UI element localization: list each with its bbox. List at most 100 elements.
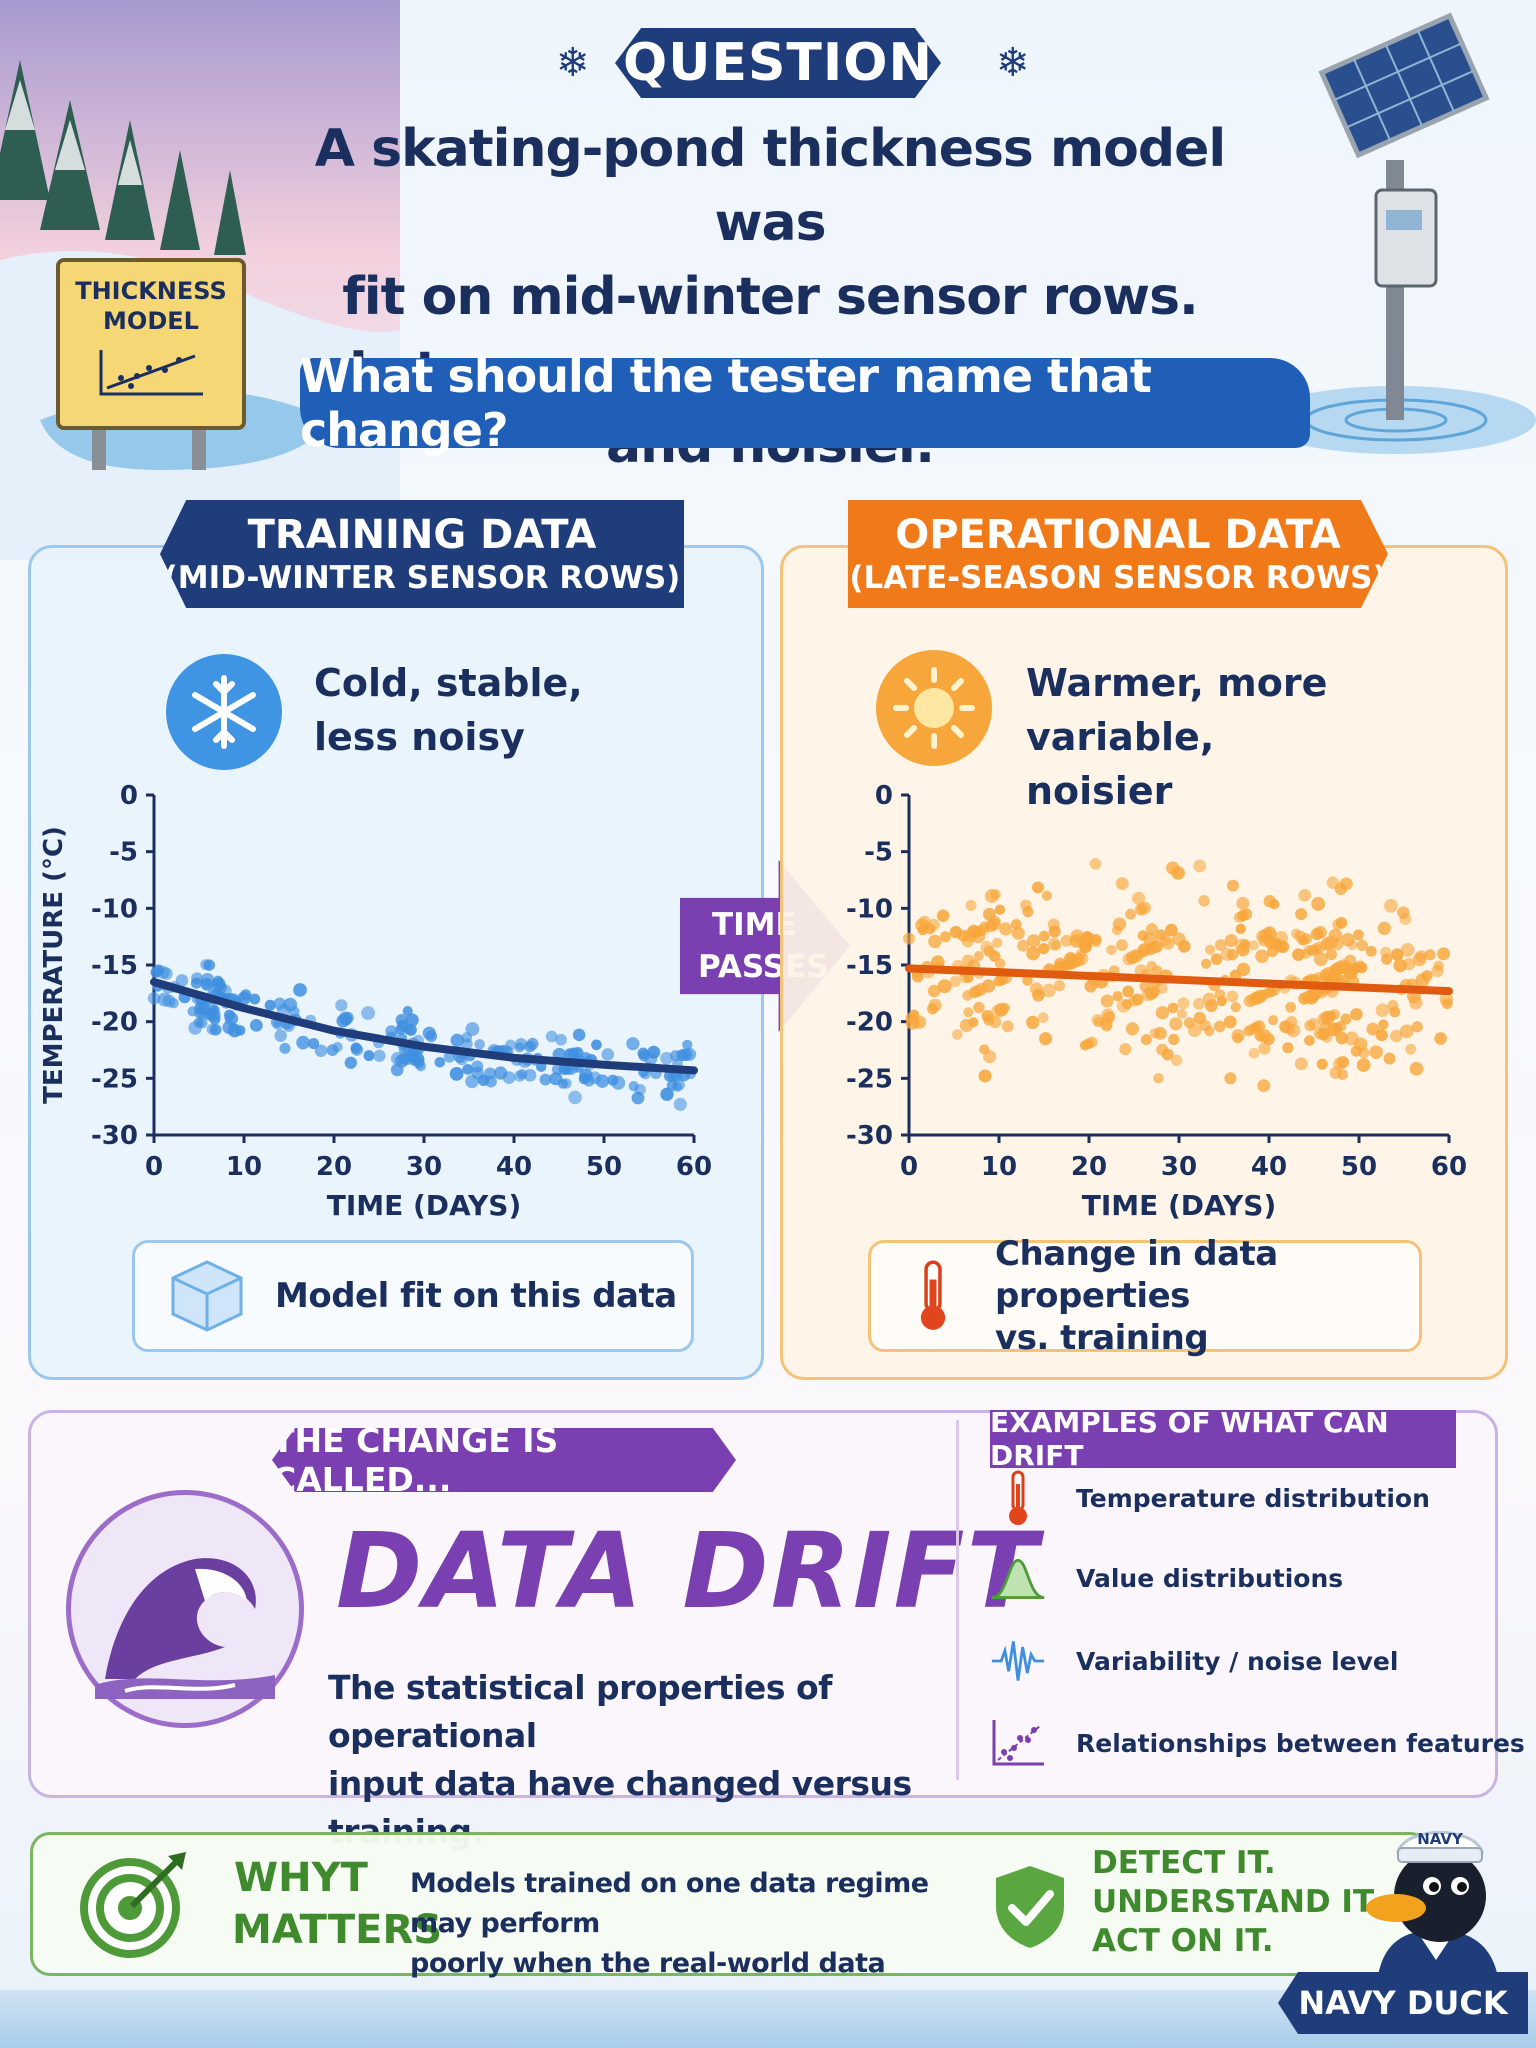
data-point [279, 1042, 291, 1054]
data-point [515, 1038, 528, 1051]
data-point [1356, 939, 1369, 952]
data-point [1193, 997, 1205, 1010]
data-point [209, 1023, 222, 1036]
data-point [999, 1002, 1011, 1014]
data-point [1159, 934, 1172, 947]
y-tick-label: 0 [120, 781, 138, 811]
data-point [1224, 933, 1238, 947]
change-called-text: THE CHANGE IS CALLED... [272, 1421, 559, 1499]
definition-line-1: The statistical properties of operationa… [328, 1668, 832, 1755]
operational-title-text: OPERATIONAL DATA [895, 512, 1341, 558]
data-point [404, 1023, 417, 1036]
data-point [1168, 1033, 1180, 1046]
data-point [1316, 987, 1328, 999]
data-point [1240, 908, 1253, 921]
data-point [1326, 876, 1339, 889]
data-point [949, 925, 963, 939]
data-point [1384, 898, 1398, 913]
y-tick-label: -15 [91, 951, 138, 981]
data-point [1220, 948, 1234, 962]
data-point [1041, 983, 1056, 998]
y-tick-label: -30 [91, 1121, 138, 1151]
sign-title: THICKNESS MODEL [60, 276, 242, 336]
data-point [981, 979, 996, 993]
data-point [1031, 881, 1044, 894]
operational-note-line-1: Change in data properties [995, 1234, 1278, 1316]
data-point [1276, 940, 1290, 954]
data-point [1017, 939, 1030, 952]
data-point [1269, 899, 1280, 910]
data-point [1329, 1066, 1342, 1079]
data-point [191, 972, 203, 985]
data-point [471, 1066, 484, 1080]
data-point [1001, 1020, 1014, 1033]
data-point [973, 951, 984, 962]
data-point [673, 1097, 687, 1111]
navy-duck-label: NAVY DUCK [1298, 1984, 1508, 2022]
data-point [1369, 1045, 1384, 1060]
data-point [549, 1072, 563, 1086]
data-point [350, 1043, 364, 1056]
why-it-matters-label: WHYT MATTERS [232, 1852, 442, 1956]
data-point [1434, 1032, 1447, 1045]
data-point [1146, 960, 1157, 972]
example-item: Value distributions [990, 1543, 1343, 1613]
data-point [626, 1037, 640, 1051]
thermometer-icon [920, 1260, 946, 1330]
data-point [249, 993, 261, 1005]
data-point [628, 1081, 639, 1092]
x-tick-label: 60 [1431, 1152, 1467, 1182]
data-point [1201, 958, 1212, 969]
data-point [1431, 964, 1444, 978]
data-point [425, 1030, 438, 1043]
data-point [147, 992, 161, 1005]
scatter-icon [990, 1715, 1046, 1771]
ice-cube-icon [171, 1260, 243, 1332]
x-axis-title: TIME (DAYS) [1082, 1189, 1277, 1222]
data-point [1041, 890, 1053, 901]
data-point [160, 967, 173, 980]
data-point [1313, 952, 1328, 967]
data-point [1235, 923, 1246, 935]
data-point [373, 1049, 386, 1062]
data-point [911, 970, 924, 983]
data-point [1100, 994, 1114, 1008]
x-tick-label: 60 [676, 1152, 712, 1182]
y-tick-label: -10 [846, 894, 893, 924]
data-point [660, 1051, 674, 1065]
data-point [582, 1074, 595, 1087]
question-line-1: A skating-pond thickness model was [314, 119, 1226, 253]
operational-data-title: OPERATIONAL DATA (LATE-SEASON SENSOR ROW… [848, 500, 1388, 608]
data-point [1350, 1008, 1363, 1021]
data-point [1053, 980, 1066, 992]
data-point [1304, 1035, 1315, 1046]
data-point [1210, 953, 1223, 965]
bell-curve-icon [990, 1550, 1046, 1606]
data-point [1170, 1054, 1183, 1066]
data-point [1038, 943, 1050, 955]
data-point [1047, 937, 1061, 951]
data-point [274, 1029, 287, 1042]
data-point [1029, 982, 1043, 996]
data-point [1325, 948, 1337, 961]
data-point [638, 1049, 650, 1062]
data-point [1176, 1008, 1187, 1019]
action-line-1: DETECT IT. [1092, 1845, 1276, 1881]
data-point [1022, 975, 1033, 986]
data-point [1125, 908, 1137, 920]
data-point [968, 1017, 979, 1028]
data-point [1169, 1017, 1183, 1031]
training-desc-line-2: less noisy [314, 715, 525, 759]
data-point [1397, 906, 1410, 919]
data-point [1336, 959, 1351, 974]
data-point [1140, 1034, 1152, 1046]
data-point [1335, 1031, 1349, 1045]
data-point [1223, 1015, 1237, 1029]
data-point [332, 1041, 343, 1053]
data-point [912, 1015, 927, 1029]
x-tick-label: 20 [316, 1152, 352, 1182]
x-axis-title: TIME (DAYS) [327, 1189, 522, 1222]
data-point [1132, 891, 1146, 905]
hat-label: NAVY [1417, 1830, 1464, 1848]
why-text-line-1: Models trained on one data regime may pe… [410, 1868, 929, 1939]
